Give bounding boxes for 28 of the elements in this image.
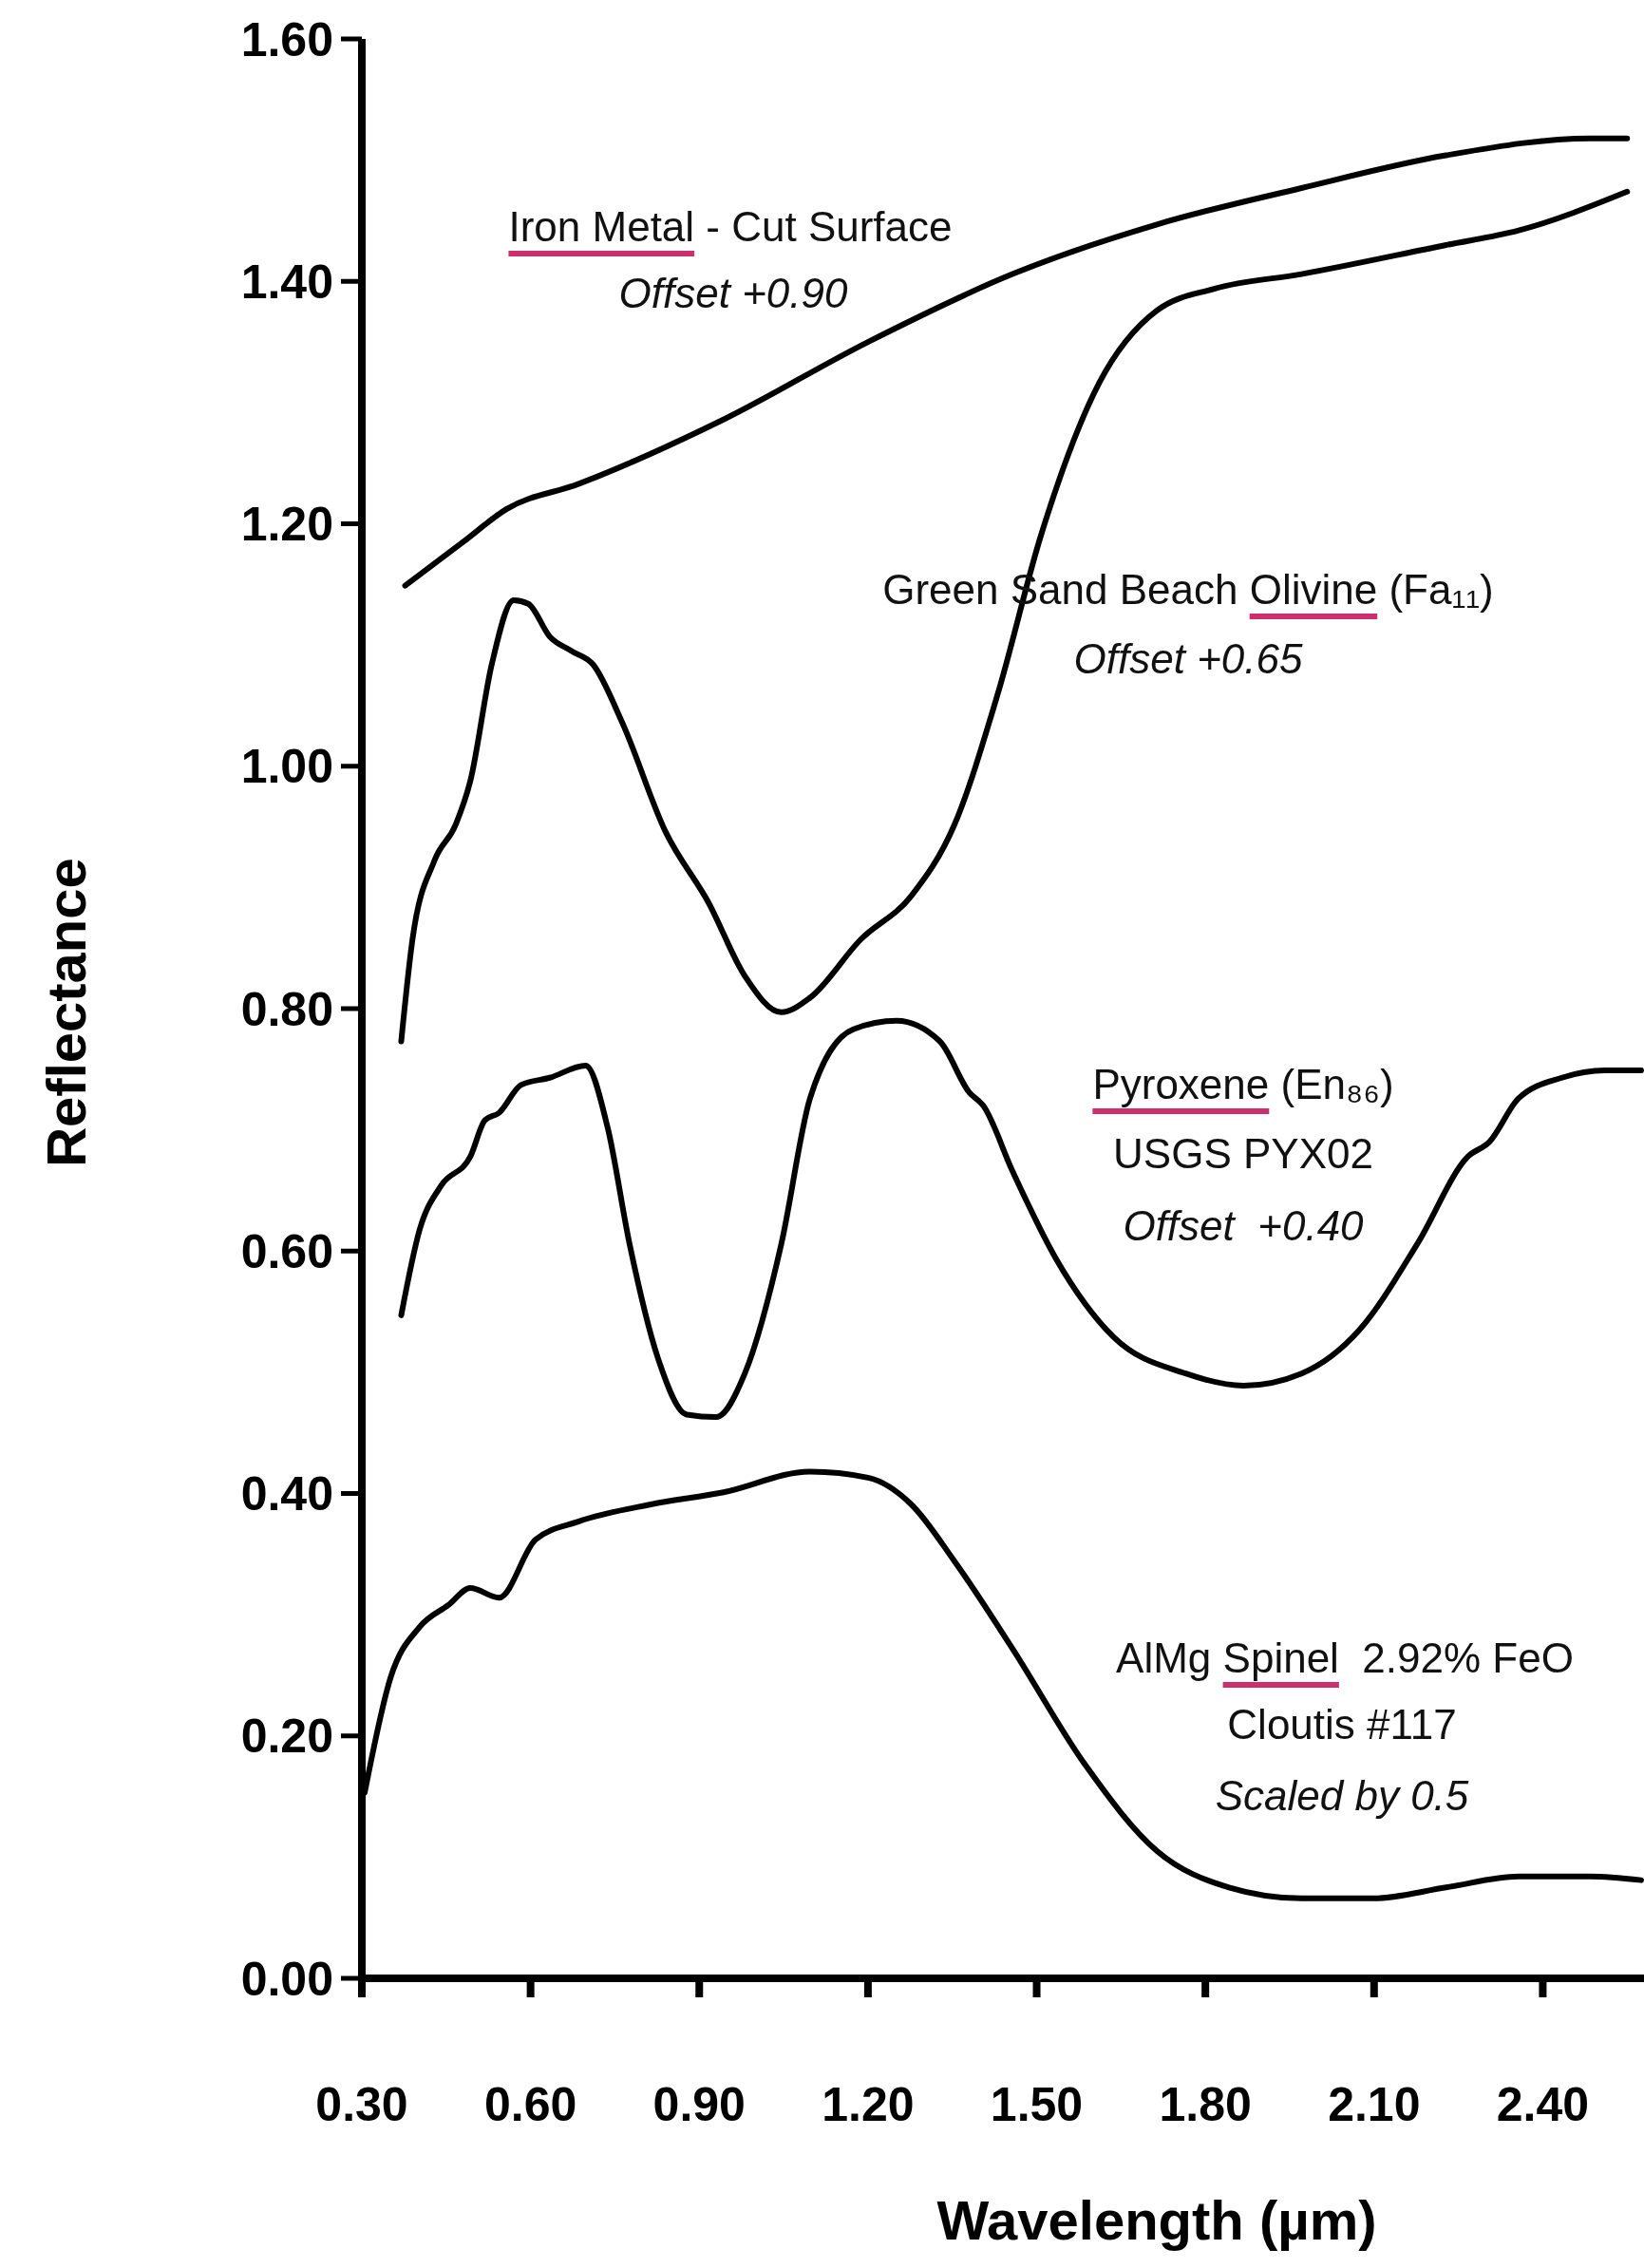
x-axis-title: Wavelength (µm) — [936, 2187, 1377, 2252]
x-tick-label: 0.30 — [315, 2078, 408, 2131]
annotation: AlMg Spinel 2.92% FeO — [1116, 1635, 1574, 1681]
y-tick-label: 1.20 — [240, 498, 333, 551]
x-tick-label: 0.90 — [652, 2078, 746, 2131]
x-tick-label: 1.20 — [822, 2078, 915, 2131]
y-tick-label: 1.40 — [240, 255, 333, 309]
annotation: Scaled by 0.5 — [1215, 1772, 1469, 1819]
annotation: USGS PYX02 — [1113, 1130, 1373, 1177]
y-tick-label: 1.00 — [240, 740, 333, 794]
y-tick-label: 0.40 — [240, 1467, 333, 1521]
y-tick-label: 0.80 — [240, 982, 333, 1036]
y-axis-title: Reflectance — [33, 858, 98, 1167]
x-tick-label: 1.80 — [1159, 2078, 1252, 2131]
y-tick-label: 0.00 — [240, 1952, 333, 2006]
annotation: Offset +0.90 — [618, 270, 848, 316]
y-tick-label: 0.20 — [240, 1710, 333, 1764]
annotation: Iron Metal - Cut Surface — [508, 203, 953, 250]
y-tick-label: 0.60 — [240, 1224, 333, 1278]
annotation: Cloutis #117 — [1227, 1701, 1457, 1748]
x-tick-label: 2.10 — [1328, 2078, 1421, 2131]
y-tick-label: 1.60 — [240, 12, 333, 66]
annotation: Offset +0.40 — [1123, 1202, 1364, 1249]
annotation: Offset +0.65 — [1073, 635, 1303, 682]
x-tick-label: 0.60 — [483, 2078, 577, 2131]
x-tick-label: 1.50 — [990, 2078, 1084, 2131]
x-tick-label: 2.40 — [1496, 2078, 1590, 2131]
annotation: Pyroxene (En₈₆) — [1092, 1061, 1394, 1107]
